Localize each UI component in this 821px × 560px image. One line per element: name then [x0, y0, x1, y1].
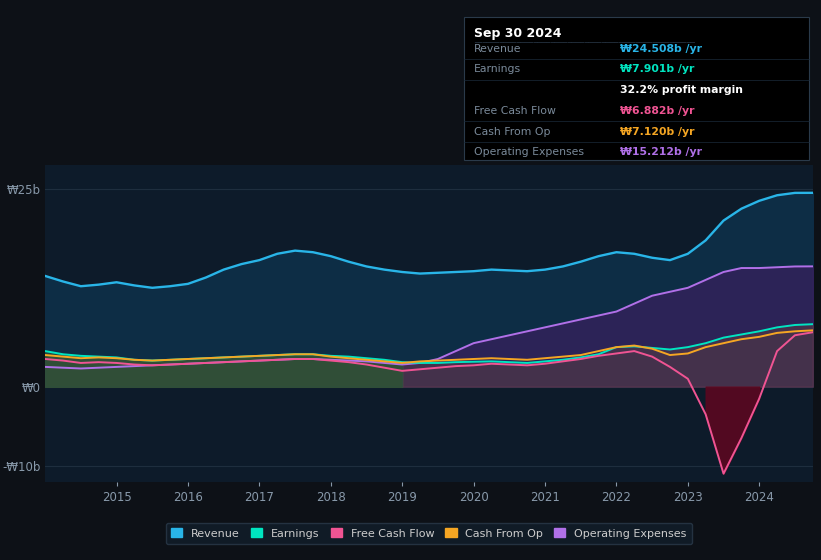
- Text: ────────────────────────────────────────────────────: ────────────────────────────────────────…: [474, 40, 695, 46]
- Text: Free Cash Flow: Free Cash Flow: [474, 106, 556, 116]
- Text: Earnings: Earnings: [474, 64, 521, 74]
- Text: Sep 30 2024: Sep 30 2024: [474, 27, 562, 40]
- Text: ₩6.882b /yr: ₩6.882b /yr: [620, 106, 695, 116]
- Text: ₩7.901b /yr: ₩7.901b /yr: [620, 64, 695, 74]
- Text: ₩7.120b /yr: ₩7.120b /yr: [620, 127, 695, 137]
- Legend: Revenue, Earnings, Free Cash Flow, Cash From Op, Operating Expenses: Revenue, Earnings, Free Cash Flow, Cash …: [166, 523, 692, 544]
- Text: Revenue: Revenue: [474, 44, 521, 54]
- Text: ₩24.508b /yr: ₩24.508b /yr: [620, 44, 702, 54]
- Text: ₩15.212b /yr: ₩15.212b /yr: [620, 147, 702, 157]
- Text: Cash From Op: Cash From Op: [474, 127, 550, 137]
- Text: Operating Expenses: Operating Expenses: [474, 147, 584, 157]
- Text: 32.2% profit margin: 32.2% profit margin: [620, 85, 743, 95]
